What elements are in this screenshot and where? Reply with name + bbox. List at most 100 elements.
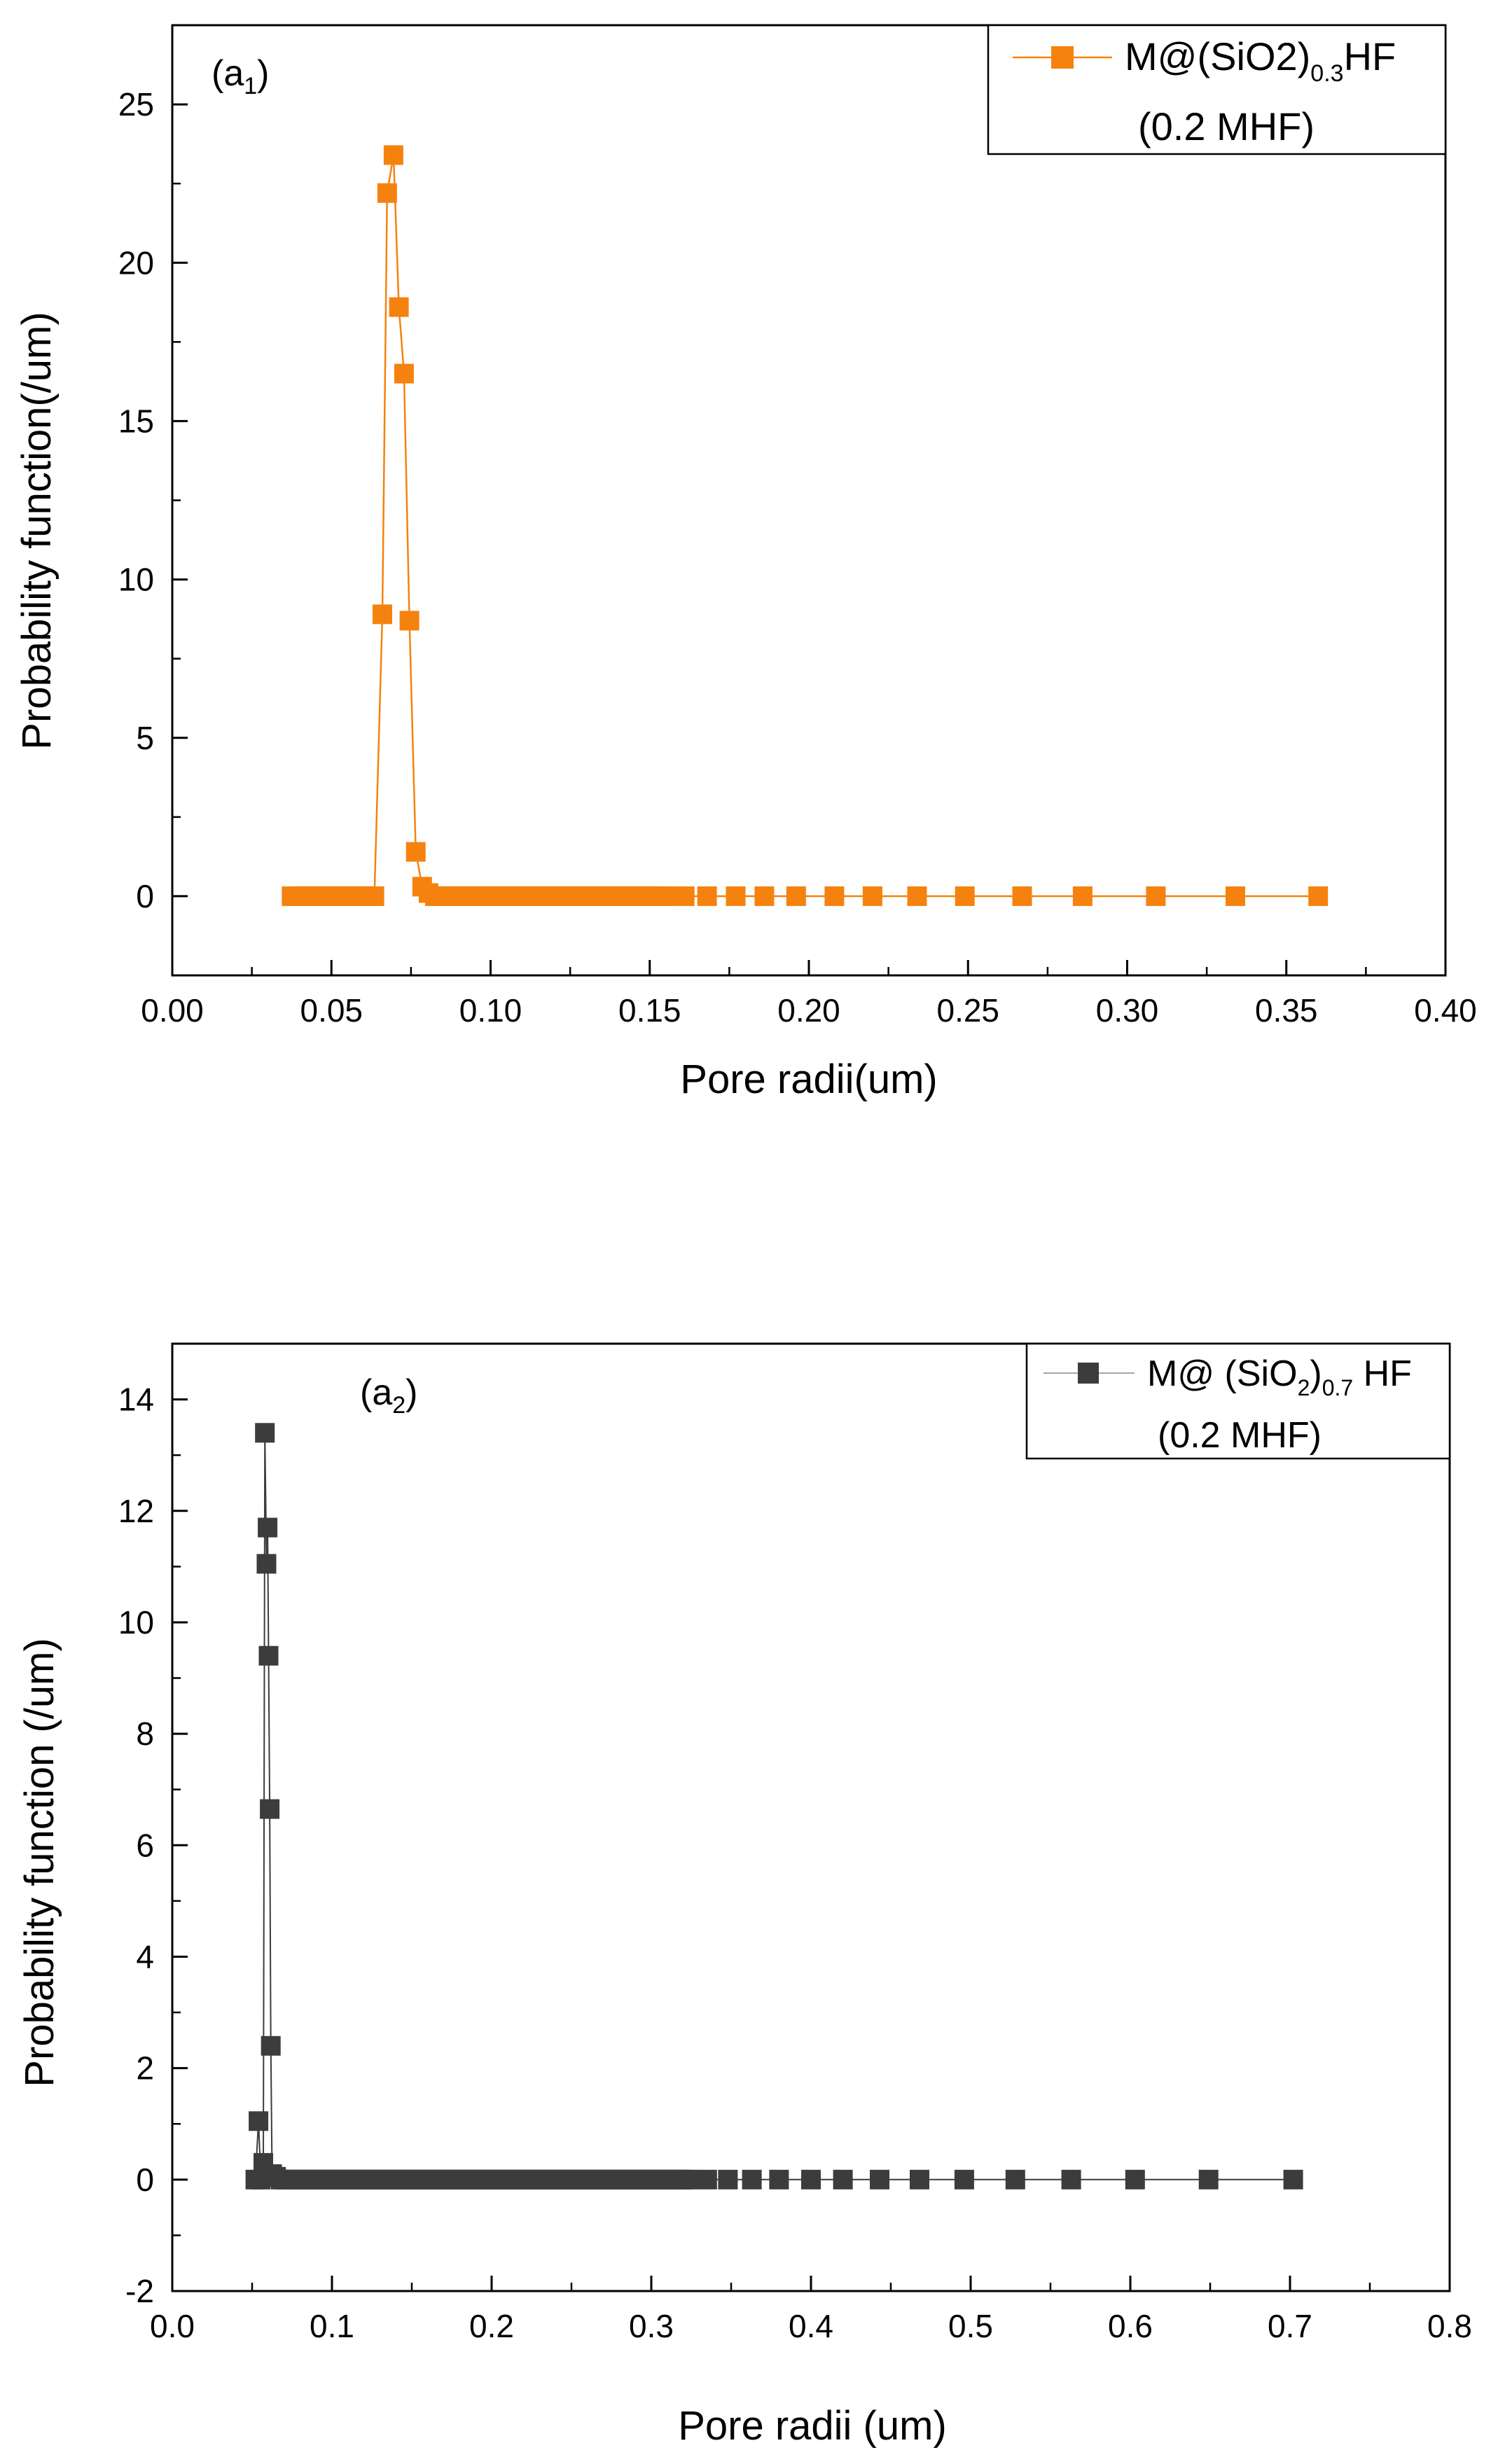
panel-a1-legend-line2: (0.2 MHF) xyxy=(1138,104,1315,148)
panel-a2-legend-tail: HF xyxy=(1353,1353,1412,1394)
panel-a2-data-point xyxy=(260,1799,280,1819)
panel-a2-legend-series-name: M@ (SiO2)0.7 HF xyxy=(1147,1353,1412,1400)
panel-a2-x-tick-label: 0.4 xyxy=(789,2308,833,2344)
panel-a2-x-tick-label: 0.6 xyxy=(1108,2308,1153,2344)
panel-a2-data-point xyxy=(718,2169,738,2190)
panel-a2-y-tick-label: 4 xyxy=(136,1938,154,1975)
panel-a2-x-tick-label: 0.7 xyxy=(1268,2308,1312,2344)
panel-a1-x-tick-labels: 0.00 0.05 0.10 0.15 0.20 0.25 0.30 0.35 0.40 xyxy=(141,992,1477,1029)
panel-a2-x-tick-label: 0.0 xyxy=(150,2308,195,2344)
panel-a1-data-point xyxy=(389,297,409,317)
panel-a2-x-tick-label: 0.8 xyxy=(1427,2308,1472,2344)
panel-a1-x-tick-label: 0.10 xyxy=(459,992,522,1029)
panel-a2-data-point xyxy=(910,2169,929,2190)
panel-a2-data-point xyxy=(258,1517,278,1538)
panel-a2-data-point xyxy=(833,2169,853,2190)
panel-a2-y-tick-label: 8 xyxy=(136,1715,154,1752)
panel-a2-legend: M@ (SiO2)0.7 HF (0.2 MHF) xyxy=(1025,1342,1451,1460)
panel-a2-data-point xyxy=(769,2169,789,2190)
panel-a1-data-point xyxy=(786,886,806,906)
panel-a2-legend-sub2: 0.7 xyxy=(1322,1375,1353,1400)
panel-a1-legend-marker xyxy=(1051,46,1074,69)
panel-a2-y-tick-label: -2 xyxy=(125,2273,154,2309)
panel-a1-data-point xyxy=(373,604,392,625)
panel-a1-legend-tail: HF xyxy=(1344,34,1396,78)
panel-a1-data-point xyxy=(726,886,746,906)
panel-a2-y-tick-label: 10 xyxy=(118,1604,154,1641)
panel-a1-x-tick-label: 0.20 xyxy=(777,992,840,1029)
panel-a2-legend-sub1: 2 xyxy=(1298,1375,1310,1400)
panel-a2-x-axis-label: Pore radii (um) xyxy=(678,2403,947,2449)
panel-a1-legend: M@(SiO2)0.3HF (0.2 MHF) xyxy=(987,24,1447,155)
panel-a1-y-tick-label: 15 xyxy=(118,403,154,439)
panel-a1-data-point xyxy=(377,183,397,203)
panel-a2-y-tick-label: 0 xyxy=(136,2162,154,2198)
panel-a2-data-point xyxy=(1283,2169,1303,2190)
panel-a2-data-point xyxy=(1125,2169,1145,2190)
panel-a1-label-main: (a xyxy=(211,53,244,94)
panel-a1-data-point xyxy=(1012,886,1032,906)
panel-a1-data-point xyxy=(824,886,845,906)
panel-a1-x-tick-label: 0.40 xyxy=(1414,992,1477,1029)
panel-a1-legend-sub: 0.3 xyxy=(1310,60,1343,87)
panel-a2-data-point xyxy=(1061,2169,1081,2190)
panel-a2-x-tick-label: 0.3 xyxy=(629,2308,674,2344)
panel-a2-x-tick-labels: 0.0 0.1 0.2 0.3 0.4 0.5 0.6 0.7 0.8 xyxy=(150,2308,1472,2344)
panel-a2-y-tick-label: 6 xyxy=(136,1827,154,1863)
panel-a1-label-close: ) xyxy=(257,53,269,94)
panel-a2-label-close: ) xyxy=(405,1372,417,1413)
panel-a2-label-sub: 2 xyxy=(392,1392,405,1419)
panel-a2-plot-frame xyxy=(171,1342,1451,2292)
panel-a1-data-point xyxy=(674,886,695,906)
panel-a1-data-point xyxy=(383,145,403,165)
panel-a2-data-point xyxy=(697,2169,717,2190)
panel-a1-x-tick-label: 0.30 xyxy=(1096,992,1159,1029)
panel-a1-legend-main: M@(SiO2) xyxy=(1125,34,1310,78)
panel-a1-y-tick-label: 10 xyxy=(118,562,154,598)
panel-a2-legend-marker xyxy=(1078,1363,1099,1384)
panel-a2-label-main: (a xyxy=(360,1372,392,1413)
panel-a1-data-point xyxy=(405,842,426,862)
panel-a2-y-axis-label: Probability function (/um) xyxy=(17,1638,62,2087)
panel-a2-legend-main: M@ (SiO xyxy=(1147,1353,1298,1394)
panel-a2-data-point xyxy=(1198,2169,1219,2190)
panel-a1-data-point xyxy=(1146,886,1166,906)
panel-a1-data-point xyxy=(399,611,419,631)
panel-a1-label: (a1) xyxy=(211,53,270,99)
panel-a2-data-point xyxy=(256,1554,277,1574)
panel-a2-ticks xyxy=(171,1342,1451,2292)
panel-a2-x-tick-label: 0.2 xyxy=(469,2308,514,2344)
panel-a1-x-tick-label: 0.35 xyxy=(1255,992,1318,1029)
panel-a1-data-point xyxy=(754,886,775,906)
panel-a2-legend-line2: (0.2 MHF) xyxy=(1158,1415,1322,1456)
panel-a2-y-tick-label: 14 xyxy=(118,1381,154,1418)
panel-a1-y-tick-labels: 0 5 10 15 20 25 xyxy=(118,86,154,914)
panel-a2-data-point xyxy=(1005,2169,1025,2190)
panel-a1-data-point xyxy=(394,363,414,384)
panel-a2-data-point xyxy=(258,1645,279,1666)
panel-a1-data-point xyxy=(697,886,717,906)
panel-a1-data-point xyxy=(364,886,384,906)
panel-a1-data-point xyxy=(955,886,975,906)
panel-a2-data-point xyxy=(261,2035,281,2056)
panel-a2: 0.0 0.1 0.2 0.3 0.4 0.5 0.6 0.7 0.8 -2 0 2 4 6 8 10 12 1… xyxy=(17,1342,1472,2449)
panel-a1-data-point xyxy=(1072,886,1093,906)
panel-a1-y-axis-label: Probability function(/um) xyxy=(14,312,60,749)
panel-a2-y-tick-label: 2 xyxy=(136,2050,154,2087)
panel-a2-data-point xyxy=(801,2169,821,2190)
panel-a1-x-axis-label: Pore radii(um) xyxy=(680,1057,937,1102)
panel-a1-y-tick-label: 20 xyxy=(118,244,154,281)
panel-a1-ticks xyxy=(171,24,1447,977)
panel-a2-y-tick-labels: -2 0 2 4 6 8 10 12 14 xyxy=(118,1381,154,2309)
panel-a1-label-sub: 1 xyxy=(244,73,257,99)
panel-a1-x-tick-label: 0.25 xyxy=(936,992,999,1029)
panel-a1-y-tick-label: 25 xyxy=(118,86,154,123)
panel-a1-y-tick-label: 5 xyxy=(136,720,154,756)
panel-a2-data-point xyxy=(249,2111,269,2131)
panel-a2-data-point xyxy=(954,2169,974,2190)
panel-a2-x-tick-label: 0.5 xyxy=(948,2308,993,2344)
panel-a2-y-tick-label: 12 xyxy=(118,1493,154,1529)
panel-a2-data-point xyxy=(742,2169,762,2190)
panel-a1: 0.00 0.05 0.10 0.15 0.20 0.25 0.30 0.35 0.40 0 5 1… xyxy=(14,24,1477,1102)
